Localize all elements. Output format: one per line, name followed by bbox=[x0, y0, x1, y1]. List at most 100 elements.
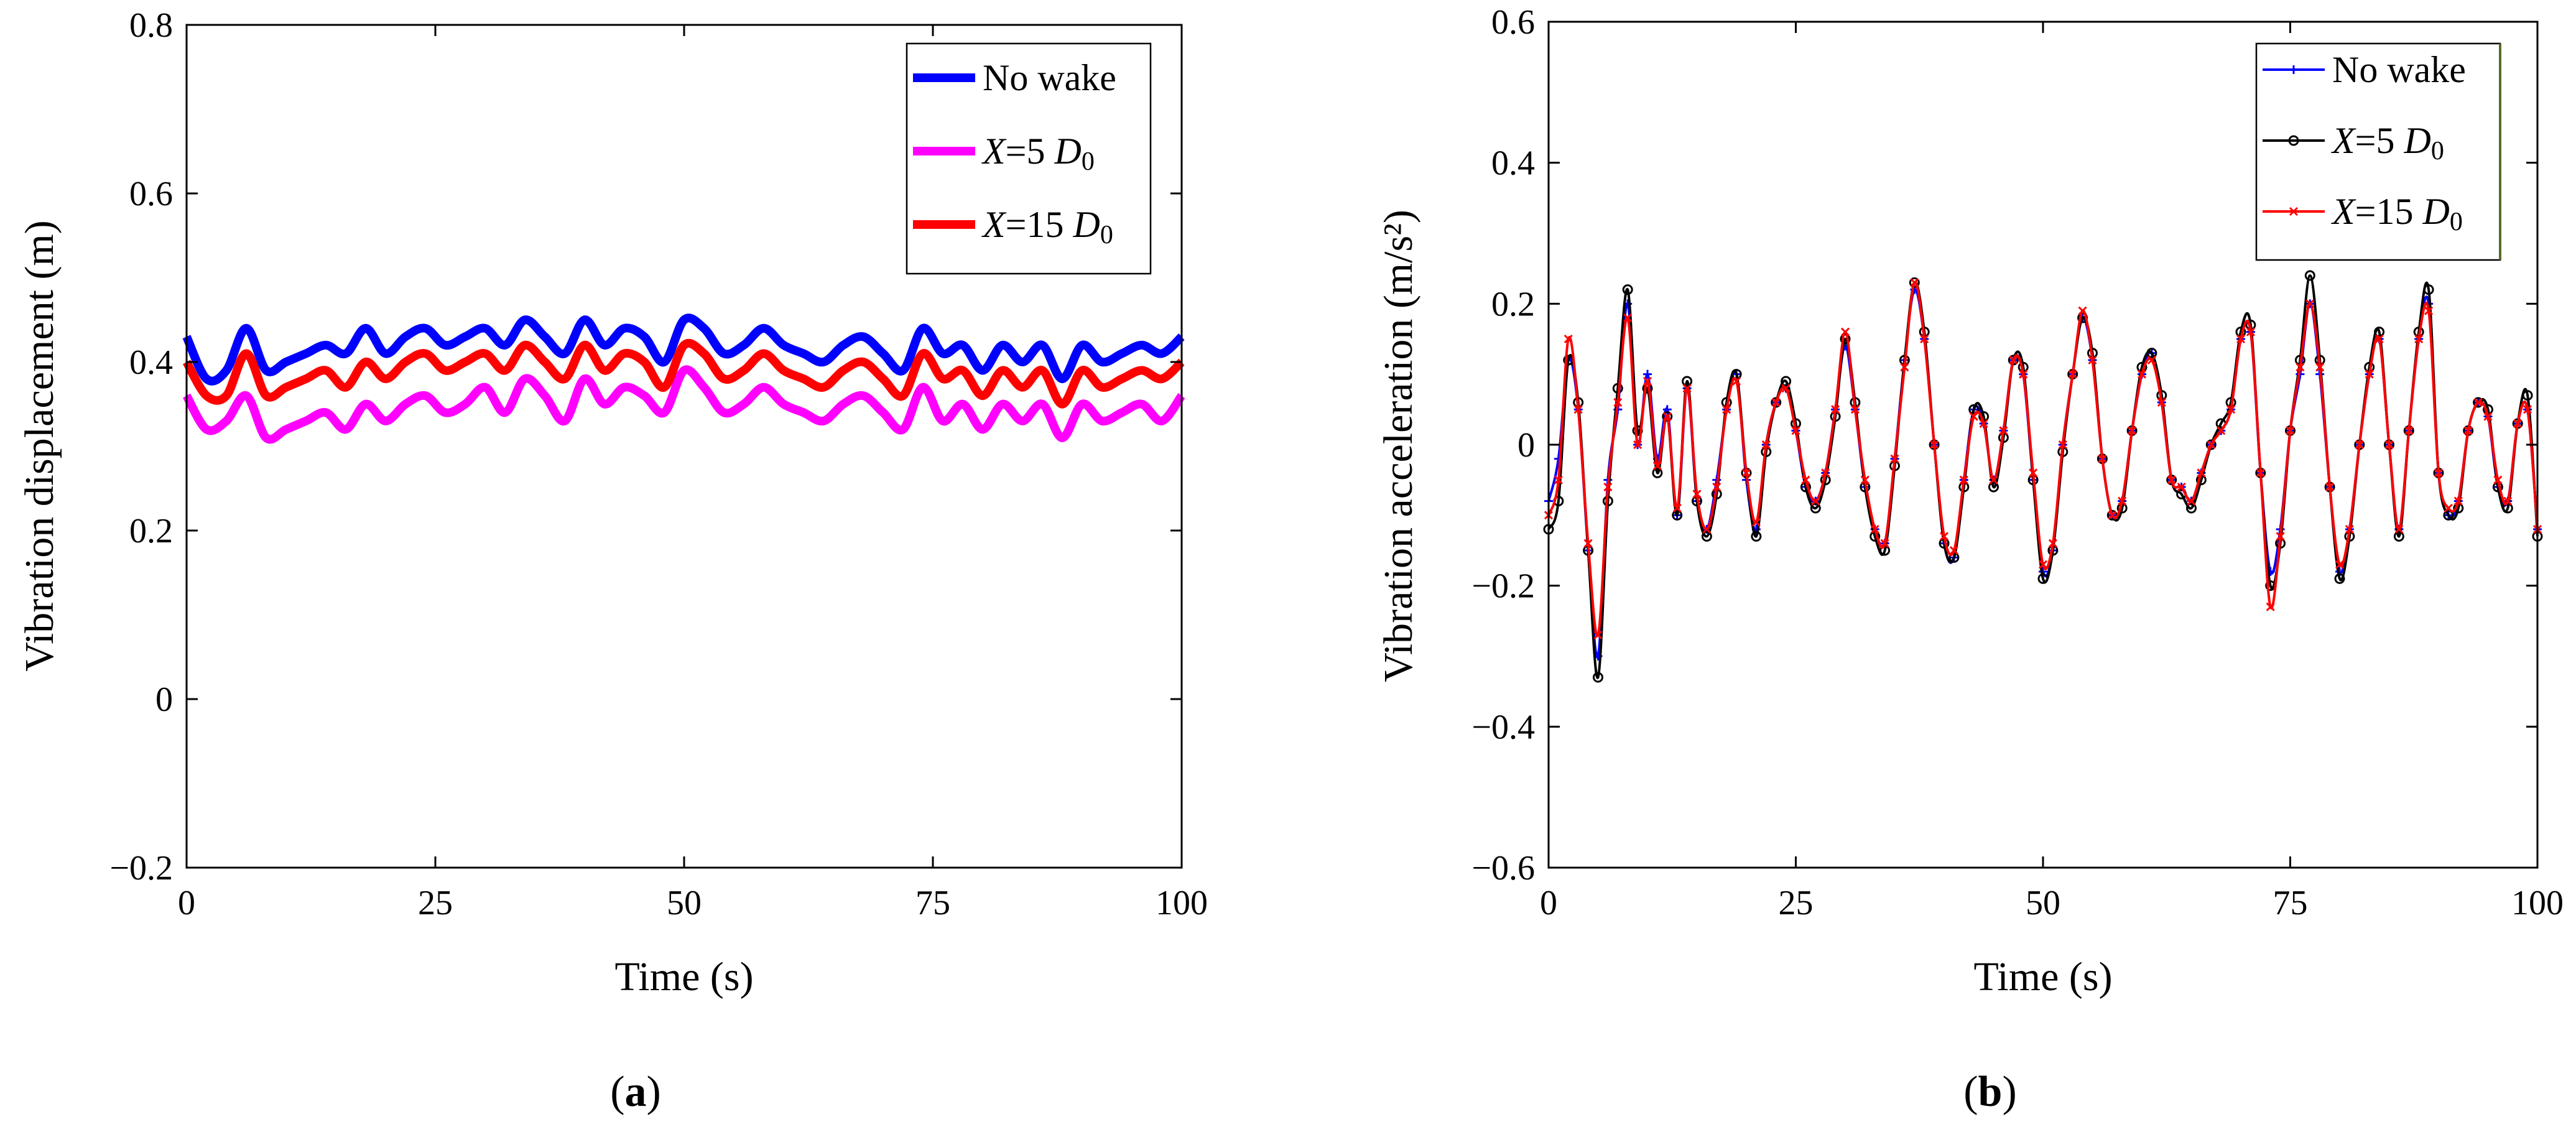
data-point-B-2 bbox=[2098, 454, 2107, 463]
data-point-B-1 bbox=[1682, 376, 1693, 387]
x-tick-label-B: 75 bbox=[2273, 884, 2308, 922]
data-point-B-1 bbox=[1701, 531, 1712, 542]
data-point-B-2 bbox=[2137, 369, 2147, 379]
data-point-B-2 bbox=[2404, 426, 2414, 435]
data-point-B-1 bbox=[2393, 531, 2404, 542]
data-point-B-2 bbox=[1741, 468, 1751, 478]
data-point-B-2 bbox=[1840, 327, 1850, 336]
data-point-B-2 bbox=[1702, 524, 1712, 534]
data-point-B-1 bbox=[2304, 270, 2315, 281]
legend-a: No wake X=5 D0 X=15 D0 bbox=[906, 42, 1152, 275]
data-point-B-2 bbox=[2078, 306, 2087, 315]
data-point-B-2 bbox=[2335, 560, 2345, 569]
data-point-B-2 bbox=[1623, 313, 1633, 323]
data-point-B-1 bbox=[1840, 333, 1851, 345]
data-point-B-2 bbox=[2414, 334, 2424, 344]
data-point-B-2 bbox=[1979, 419, 1988, 429]
data-point-B-2 bbox=[2177, 482, 2186, 492]
data-point-B-2 bbox=[2374, 334, 2384, 344]
data-point-B-2 bbox=[2128, 426, 2137, 435]
data-point-B-2 bbox=[1682, 384, 1692, 393]
x-tick-label-B: 25 bbox=[1779, 884, 1814, 922]
y-tick-label-A: 0 bbox=[155, 680, 173, 719]
data-point-B-2 bbox=[2493, 475, 2503, 485]
data-point-B-2 bbox=[2434, 468, 2444, 478]
data-point-B-2 bbox=[1900, 363, 1909, 372]
legend-label-B-2: X=15 D0 bbox=[2331, 191, 2463, 236]
y-axis-label-a: Vibration displacement (m) bbox=[17, 220, 62, 671]
data-point-B-2 bbox=[2118, 496, 2127, 506]
data-point-B-2 bbox=[2048, 539, 2057, 548]
data-point-B-2 bbox=[1920, 334, 1929, 344]
y-tick-label-A: 0.6 bbox=[129, 175, 173, 213]
series-line-A-2 bbox=[182, 339, 1185, 409]
series-line-A-1 bbox=[182, 365, 1185, 444]
data-point-B-2 bbox=[1999, 426, 2008, 435]
data-point-B-2 bbox=[1573, 405, 1583, 414]
data-point-B-2 bbox=[2187, 496, 2196, 506]
data-point-B-2 bbox=[2286, 426, 2295, 435]
data-point-B-2 bbox=[1603, 482, 1613, 492]
plot-frame-a bbox=[185, 24, 1183, 869]
data-point-B-2 bbox=[1939, 532, 1949, 541]
data-point-B-2 bbox=[2453, 496, 2463, 506]
data-point-B-2 bbox=[1910, 278, 1919, 287]
data-point-B-2 bbox=[1712, 482, 1721, 492]
data-point-B-2 bbox=[1593, 630, 1603, 640]
data-point-B-2 bbox=[1890, 454, 1899, 463]
x-axis-label-b: Time (s) bbox=[1973, 954, 2112, 999]
series-line-A-0 bbox=[182, 313, 1185, 386]
panel-label-a: (a) bbox=[610, 1068, 661, 1116]
data-point-B-1 bbox=[2146, 348, 2157, 359]
data-point-B-2 bbox=[2483, 412, 2493, 421]
panel-letter-a: a bbox=[625, 1068, 647, 1116]
data-point-B-2 bbox=[1880, 539, 1889, 548]
data-point-B-2 bbox=[2068, 369, 2077, 379]
data-point-B-2 bbox=[2019, 369, 2028, 379]
data-point-B-2 bbox=[1870, 524, 1879, 534]
data-point-B-1 bbox=[1751, 531, 1762, 542]
data-point-B-2 bbox=[2108, 511, 2117, 520]
data-point-B-2 bbox=[1791, 426, 1800, 435]
data-point-B-2 bbox=[2167, 475, 2176, 485]
data-point-B-1 bbox=[1622, 284, 1633, 295]
chart-a: −0.200.20.40.60.8 0 25 50 75 100 Vibration d… bbox=[17, 6, 1208, 1116]
x-tick-label-A: 50 bbox=[667, 884, 702, 922]
data-point-B-2 bbox=[2305, 299, 2315, 308]
y-axis-label-b: Vibration acceleration (m/s²) bbox=[1376, 210, 1421, 682]
plot-frame-b bbox=[1547, 21, 2539, 869]
data-point-B-2 bbox=[1692, 489, 1702, 499]
data-point-B-2 bbox=[1652, 461, 1662, 471]
series-line-B-0 bbox=[1547, 288, 2539, 659]
series-markers-B-2 bbox=[1544, 278, 2542, 640]
data-point-B-1 bbox=[1781, 376, 1792, 387]
data-point-B-1 bbox=[2443, 509, 2454, 521]
data-point-B-2 bbox=[1850, 405, 1860, 414]
y-axis-label-b-text: Vibration acceleration (m/s²) bbox=[1376, 210, 1421, 682]
data-point-B-2 bbox=[1831, 405, 1840, 414]
data-point-B-2 bbox=[2296, 363, 2305, 372]
x-tick-label-A: 25 bbox=[418, 884, 453, 922]
data-point-B-2 bbox=[1969, 412, 1978, 421]
x-tick-label-B: 0 bbox=[1540, 884, 1557, 922]
legend-box-b bbox=[2255, 42, 2501, 261]
legend-label-B-1: X=5 D0 bbox=[2331, 120, 2444, 165]
data-point-B-1 bbox=[2423, 284, 2434, 295]
y-tick-label-B: 0.6 bbox=[1491, 3, 1535, 42]
data-point-B-2 bbox=[2424, 306, 2434, 315]
data-point-B-2 bbox=[1781, 384, 1791, 393]
y-tick-label-B: 0.2 bbox=[1491, 285, 1535, 323]
data-point-B-2 bbox=[2325, 482, 2335, 492]
y-tick-label-B: −0.6 bbox=[1471, 849, 1535, 888]
data-point-B-2 bbox=[2365, 369, 2374, 379]
data-point-B-2 bbox=[2058, 440, 2067, 450]
chart-b: −0.6 −0.4 −0.2 0 0.2 0.4 0.6 0 25 50 75 100 Vibrat… bbox=[1376, 3, 2564, 1116]
legend-b: No wake X=5 D0 X=15 D0 bbox=[2255, 42, 2501, 261]
x-axis-label-a: Time (s) bbox=[614, 954, 753, 999]
data-point-B-2 bbox=[2207, 440, 2216, 450]
data-point-B-2 bbox=[1642, 376, 1652, 386]
data-point-B-0 bbox=[1643, 369, 1652, 379]
data-point-B-2 bbox=[2038, 560, 2048, 569]
data-point-B-2 bbox=[2513, 419, 2523, 429]
data-point-B-2 bbox=[2355, 440, 2364, 450]
